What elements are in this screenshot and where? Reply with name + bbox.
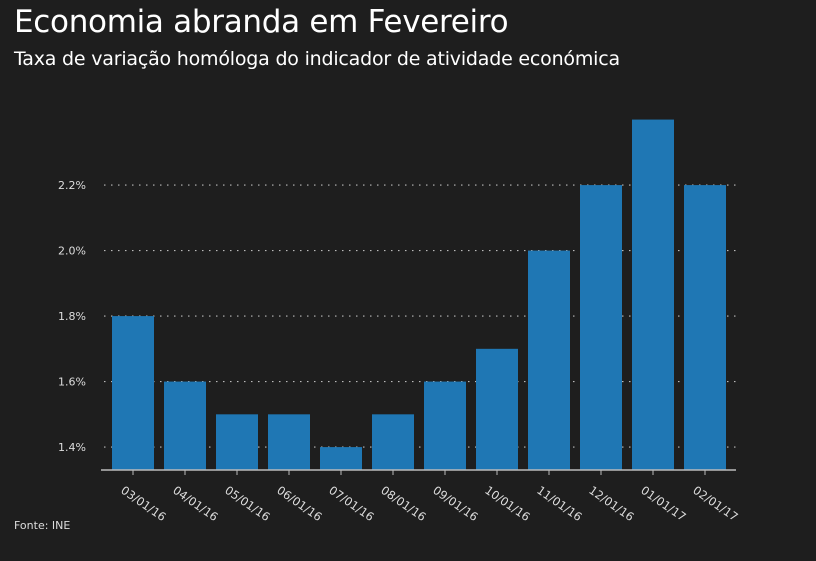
x-tick-label: 05/01/16	[222, 483, 272, 524]
x-tick-label: 10/01/16	[482, 483, 532, 524]
bar	[320, 447, 362, 470]
x-tick-label: 01/01/17	[638, 483, 688, 524]
bar	[528, 250, 570, 470]
bar	[164, 381, 206, 470]
bar	[372, 414, 414, 470]
bar	[112, 316, 154, 470]
y-tick-label: 1.6%	[58, 376, 86, 389]
x-tick-label: 02/01/17	[690, 483, 740, 524]
bar	[216, 414, 258, 470]
y-tick-label: 1.4%	[58, 441, 86, 454]
source-note: Fonte: INE	[14, 519, 71, 532]
bar	[632, 119, 674, 470]
bar	[268, 414, 310, 470]
x-tick-label: 12/01/16	[586, 483, 636, 524]
bar	[424, 381, 466, 470]
bar	[476, 348, 518, 470]
x-tick-label: 07/01/16	[326, 483, 376, 524]
bar	[684, 185, 726, 470]
x-tick-label: 08/01/16	[378, 483, 428, 524]
x-tick-label: 09/01/16	[430, 483, 480, 524]
x-tick-label: 06/01/16	[274, 483, 324, 524]
bar	[580, 185, 622, 470]
x-tick-label: 04/01/16	[170, 483, 220, 524]
y-tick-label: 1.8%	[58, 310, 86, 323]
x-tick-label: 03/01/16	[118, 483, 168, 524]
y-tick-label: 2.0%	[58, 245, 86, 258]
y-tick-label: 2.2%	[58, 179, 86, 192]
chart-subtitle: Taxa de variação homóloga do indicador d…	[14, 48, 620, 70]
x-tick-label: 11/01/16	[534, 483, 584, 524]
chart-title: Economia abranda em Fevereiro	[14, 4, 509, 40]
